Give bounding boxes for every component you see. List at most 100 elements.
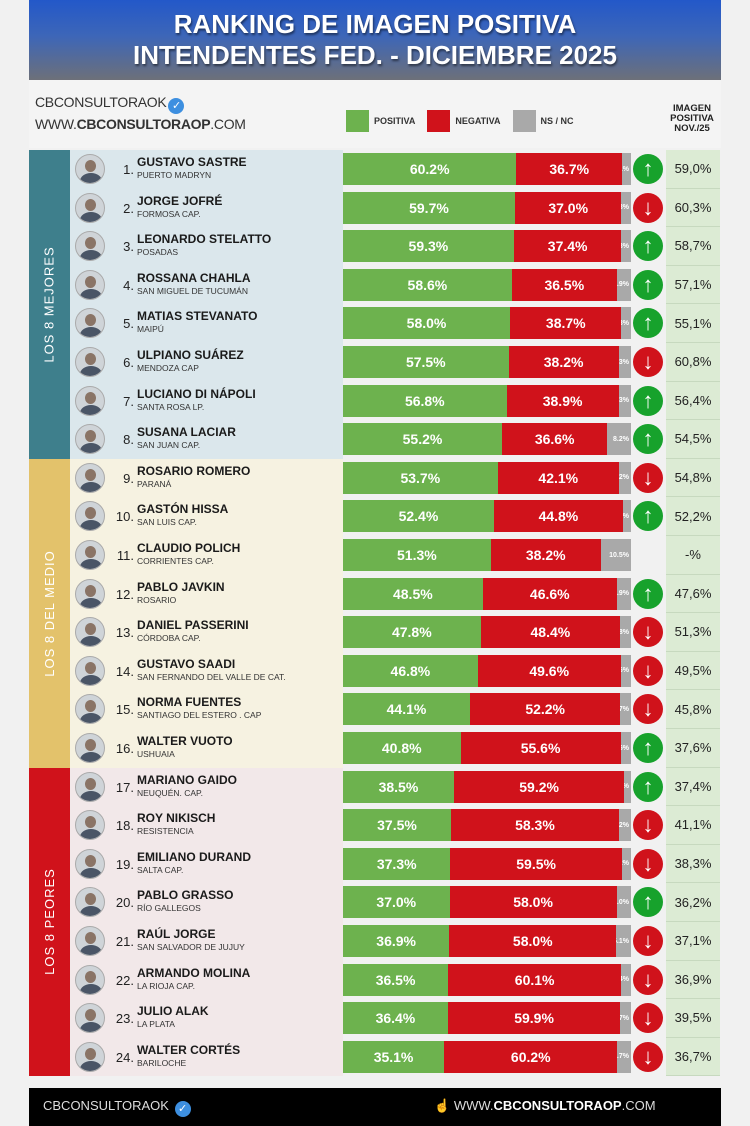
positive-label: 37.3% [376, 855, 417, 872]
bar-nsnc: 3.6% [620, 732, 631, 764]
nsnc-label: 2.8% [622, 512, 629, 520]
table-row: 13. DANIEL PASSERINI CÓRDOBA CAP. 47.8% 48.4… [0, 613, 750, 652]
positive-label: 36.9% [376, 933, 416, 949]
bar-nsnc: 4.9% [616, 268, 631, 301]
bar-negative: 58.0% [449, 886, 617, 919]
bar-positive: 44.1% [343, 693, 470, 726]
subheader: CBCONSULTORAOK ✓ WWW.CBCONSULTORAOP.COM P… [29, 80, 721, 148]
mayor-name: JULIO ALAK [137, 1004, 209, 1019]
nov-value: 59,0% [666, 150, 720, 189]
negative-label: 38.7% [545, 315, 586, 332]
bar-negative: 36.6% [501, 423, 608, 456]
rank-number: 18. [115, 818, 134, 834]
nsnc-label: 5.0% [616, 898, 629, 906]
bar-negative: 60.1% [448, 963, 622, 996]
nov-value-text: 45,8% [674, 701, 712, 717]
web-suffix: .COM [210, 116, 246, 132]
bar-positive: 37.0% [343, 886, 450, 919]
rank-number: 20. [115, 895, 134, 911]
nov-value-text: 36,9% [674, 971, 712, 987]
nsnc-label: 3.8% [620, 628, 629, 636]
stacked-bar: 53.7% 42.1% 4.2% [343, 461, 631, 494]
bar-positive: 60.2% [343, 153, 517, 185]
nov-value-text: 60,8% [674, 354, 712, 370]
title-line-2: INTENDENTES FED. - DICIEMBRE 2025 [133, 40, 617, 70]
negative-label: 60.1% [514, 971, 555, 988]
avatar [75, 655, 105, 686]
positive-label: 52.4% [398, 508, 439, 525]
trend-down-arrow-icon: ↓ [633, 462, 663, 493]
mayor-name: SUSANA LACIAR [137, 425, 236, 440]
nov-value-text: 39,5% [674, 1010, 712, 1026]
rank-number: 16. [115, 741, 134, 756]
nov-value-text: 37,1% [674, 933, 712, 949]
stacked-bar: 46.8% 49.6% 3.6% [343, 654, 631, 687]
avatar [75, 269, 105, 300]
bar-positive: 59.7% [343, 191, 515, 224]
negative-label: 44.8% [538, 508, 579, 525]
stacked-bar: 51.3% 38.2% 10.5% [343, 539, 631, 571]
bar-positive: 38.5% [343, 770, 454, 803]
rank-number: 1. [123, 162, 134, 177]
mayor-name: RAÚL JORGE [137, 927, 216, 941]
rank-number: 2. [123, 200, 134, 216]
bar-positive: 36.9% [343, 925, 450, 957]
negative-label: 38.2% [525, 547, 566, 563]
mayor-name: ROSSANA CHAHLA [137, 270, 251, 285]
bar-negative: 37.0% [514, 191, 622, 224]
nsnc-label: 10.5% [609, 551, 629, 559]
bar-negative: 38.2% [490, 539, 601, 571]
avatar [75, 578, 105, 609]
trend-up-arrow-icon: ↑ [633, 424, 663, 455]
nsnc-label: 3.2% [622, 860, 629, 868]
group-2: LOS 8 PEORES [29, 767, 343, 1077]
verified-badge-icon: ✓ [174, 1101, 191, 1117]
group-background [70, 767, 343, 1077]
negative-label: 48.4% [530, 624, 571, 641]
mayor-name: MARIANO GAIDO [137, 772, 237, 787]
bar-negative: 58.0% [449, 925, 617, 957]
nsnc-label: 4.3% [618, 397, 629, 405]
trend-down-arrow-icon: ↓ [633, 617, 663, 648]
avatar [75, 810, 105, 841]
rank-number: 15. [115, 702, 134, 718]
trend-down-arrow-icon: ↓ [633, 347, 663, 377]
mayor-name: GUSTAVO SAADI [137, 656, 236, 671]
trend-down-arrow-icon: ↓ [633, 964, 663, 995]
bar-negative: 58.3% [451, 809, 619, 842]
nsnc-label: 3.4% [621, 976, 629, 984]
avatar [75, 964, 105, 995]
nsnc-label: 4.2% [618, 821, 629, 829]
bar-positive: 37.3% [343, 847, 451, 880]
bar-positive: 40.8% [343, 732, 461, 764]
nov-value-text: 36,7% [674, 1049, 712, 1065]
stacked-bar: 38.5% 59.2% 2.3% [343, 770, 631, 803]
stacked-bar: 44.1% 52.2% 3.7% [343, 693, 631, 726]
table-row: 8. SUSANA LACIAR SAN JUAN CAP. 55.2% 36.6% 8.… [0, 420, 750, 459]
positive-label: 59.7% [409, 199, 449, 216]
bar-negative: 59.2% [453, 770, 625, 803]
nsnc-label: 3.3% [621, 204, 629, 212]
city-name: PUERTO MADRYN [137, 170, 212, 180]
bar-negative: 52.2% [470, 693, 621, 726]
stacked-bar: 48.5% 46.6% 4.9% [343, 577, 631, 610]
nov-value-text: 36,2% [674, 894, 712, 910]
bar-nsnc: 4.2% [618, 809, 631, 842]
bar-nsnc: 8.2% [607, 423, 631, 456]
avatar [75, 308, 105, 339]
nov-header-line-1: IMAGEN [673, 103, 711, 114]
footer-website[interactable]: ☝ WWW.CBCONSULTORAOP.COM [434, 1098, 656, 1114]
stacked-bar: 37.5% 58.3% 4.2% [343, 809, 631, 842]
avatar [75, 733, 105, 763]
bar-negative: 48.4% [480, 616, 621, 649]
mayor-name: DANIEL PASSERINI [137, 618, 249, 633]
mayor-name: ARMANDO MOLINA [137, 965, 251, 980]
brand-website[interactable]: WWW.CBCONSULTORAOP.COM [35, 116, 246, 132]
nov-value: 37,4% [666, 767, 720, 807]
trend-down-arrow-icon: ↓ [633, 1041, 663, 1072]
legend-swatch-positive [346, 110, 369, 132]
